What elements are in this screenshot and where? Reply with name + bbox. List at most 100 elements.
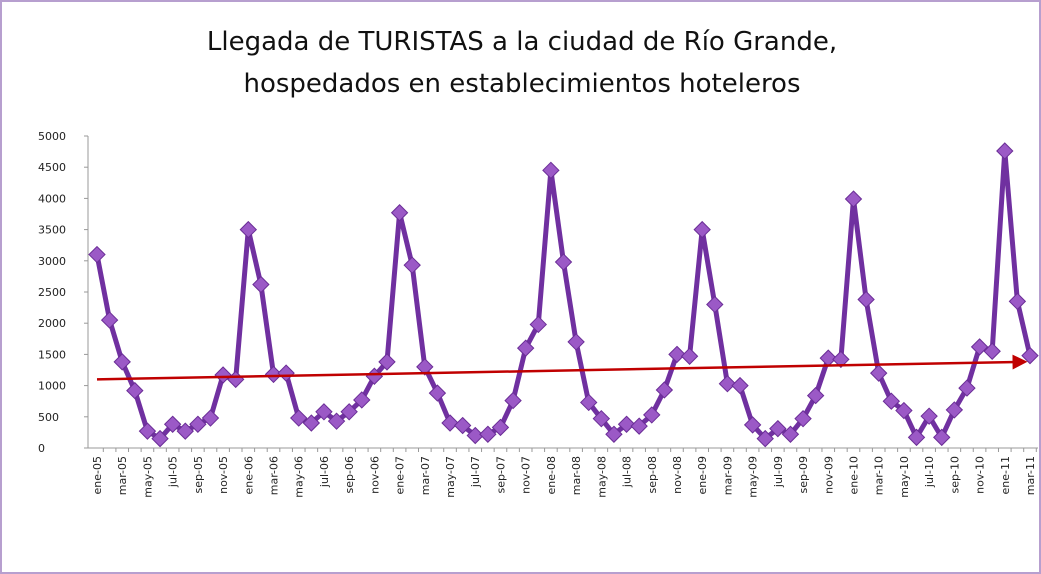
data-point <box>643 406 661 424</box>
y-tick-label: 3000 <box>38 255 66 268</box>
y-tick-label: 1500 <box>38 348 66 361</box>
data-point <box>126 381 144 400</box>
x-tick-label: may-08 <box>595 456 608 498</box>
data-point <box>88 245 106 264</box>
x-tick-label: may-05 <box>141 456 154 498</box>
x-tick-label: jul-09 <box>772 456 785 488</box>
data-point <box>1021 346 1039 365</box>
x-tick-label: jul-05 <box>167 456 180 488</box>
data-point <box>857 290 875 309</box>
x-tick-label: jul-06 <box>318 456 331 488</box>
data-point <box>542 161 560 180</box>
x-tick-label: mar-08 <box>570 456 583 495</box>
x-tick-label: sep-09 <box>797 456 810 493</box>
x-tick-label: sep-08 <box>646 456 659 493</box>
data-point <box>983 342 1001 360</box>
x-tick-label: nov-08 <box>671 456 684 494</box>
data-point <box>844 190 863 208</box>
data-point <box>592 409 611 428</box>
x-tick-label: may-06 <box>293 456 306 498</box>
x-tick-label: mar-11 <box>1024 456 1037 495</box>
chart-title: Llegada de TURISTAS a la ciudad de Río G… <box>207 27 837 57</box>
x-tick-label: ene-05 <box>91 456 104 494</box>
trend-line <box>96 354 1028 381</box>
data-point <box>239 220 258 239</box>
data-point <box>668 345 686 364</box>
y-tick-label: 2500 <box>38 286 66 299</box>
x-tick-label: mar-10 <box>873 456 886 495</box>
x-tick-label: mar-06 <box>268 456 281 495</box>
x-tick-label: may-09 <box>747 456 760 498</box>
data-point <box>756 429 774 448</box>
data-point <box>479 425 497 443</box>
x-tick-label: may-07 <box>444 456 457 498</box>
x-tick-label: ene-11 <box>999 456 1012 494</box>
data-point <box>996 142 1014 160</box>
x-tick-label: nov-10 <box>974 456 987 494</box>
data-point <box>504 391 522 410</box>
data-point <box>630 417 648 435</box>
data-point <box>214 366 232 384</box>
data-point <box>718 375 737 393</box>
data-point <box>869 364 888 382</box>
x-tick-label: sep-05 <box>192 456 205 493</box>
data-point <box>706 295 724 314</box>
data-point <box>163 415 182 433</box>
data-point <box>605 425 623 443</box>
data-point <box>1008 292 1027 311</box>
data-point <box>731 376 749 395</box>
data-point <box>769 419 787 438</box>
data-point <box>176 422 194 440</box>
data-point <box>655 381 674 399</box>
data-point <box>794 409 812 428</box>
data-point <box>302 414 321 432</box>
data-point <box>390 204 409 222</box>
x-tick-label: ene-08 <box>545 456 558 494</box>
x-tick-label: ene-10 <box>847 456 860 494</box>
x-tick-label: jul-10 <box>923 456 936 488</box>
data-point <box>151 429 169 448</box>
data-point <box>933 428 951 447</box>
y-tick-label: 500 <box>38 411 59 424</box>
data-point <box>958 379 976 397</box>
data-point <box>113 353 131 371</box>
data-point <box>743 416 762 434</box>
data-point <box>403 256 421 274</box>
data-point <box>680 347 699 365</box>
x-tick-label: sep-10 <box>948 456 961 493</box>
data-point <box>693 220 711 239</box>
x-tick-label: nov-09 <box>822 456 835 494</box>
data-point <box>315 403 333 421</box>
x-tick-label: nov-06 <box>368 456 381 494</box>
data-point <box>806 386 825 405</box>
data-point <box>453 416 472 435</box>
data-point <box>907 428 926 447</box>
x-tick-label: ene-09 <box>696 456 709 494</box>
x-tick-label: ene-06 <box>242 456 255 494</box>
x-tick-label: mar-09 <box>721 456 734 495</box>
data-point <box>428 384 447 402</box>
x-tick-label: mar-07 <box>419 456 432 495</box>
data-point <box>189 415 207 433</box>
y-tick-label: 4000 <box>38 192 66 205</box>
y-tick-label: 2000 <box>38 317 66 330</box>
data-point <box>882 392 901 410</box>
x-tick-label: sep-07 <box>494 456 507 493</box>
data-point <box>970 338 989 356</box>
x-tick-label: jul-08 <box>621 456 634 488</box>
data-point <box>781 425 800 443</box>
data-point <box>340 403 358 421</box>
data-point <box>567 333 585 351</box>
x-tick-label: sep-06 <box>343 456 356 493</box>
data-point <box>290 409 308 427</box>
chart-title: hospedados en establecimientos hoteleros <box>243 69 800 99</box>
data-point <box>945 401 964 419</box>
data-point <box>100 311 119 329</box>
data-point <box>353 391 371 409</box>
data-point <box>277 364 295 382</box>
data-point <box>416 358 434 376</box>
data-point <box>441 414 459 432</box>
y-tick-label: 5000 <box>38 130 66 143</box>
